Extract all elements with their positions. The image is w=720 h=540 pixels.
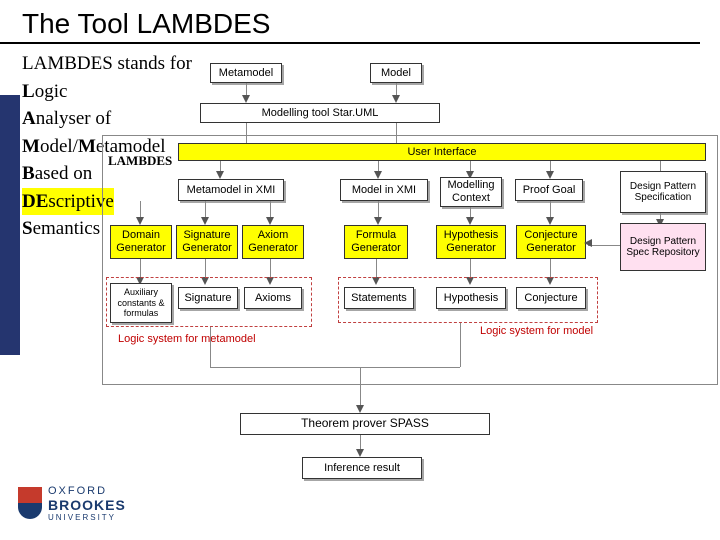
box-conj-gen: Conjecture Generator <box>516 225 586 259</box>
diagram: Metamodel Model Modelling tool Star.UML … <box>60 55 720 510</box>
box-context: Modelling Context <box>440 177 502 207</box>
arrow-repo <box>584 239 592 247</box>
label-logic-model: Logic system for model <box>480 325 593 337</box>
label-logic-meta: Logic system for metamodel <box>118 333 256 345</box>
box-statements: Statements <box>344 287 414 309</box>
box-metamodel: Metamodel <box>210 63 282 83</box>
box-hypothesis: Hypothesis <box>436 287 506 309</box>
box-axioms: Axioms <box>244 287 302 309</box>
logo-line1: OXFORD <box>48 485 126 497</box>
box-dp-repo: Design Pattern Spec Repository <box>620 223 706 271</box>
box-domain-gen: Domain Generator <box>110 225 172 259</box>
page-title: The Tool LAMBDES <box>0 0 700 44</box>
box-result: Inference result <box>302 457 422 479</box>
box-sig-gen: Signature Generator <box>176 225 238 259</box>
box-proof: Proof Goal <box>515 179 583 201</box>
box-conjecture: Conjecture <box>516 287 586 309</box>
box-model: Model <box>370 63 422 83</box>
logo-line2: BROOKES <box>48 497 126 513</box>
lambdes-label: LAMBDES <box>108 153 172 169</box>
navy-sidebar <box>0 95 20 355</box>
brookes-logo: OXFORD BROOKES UNIVERSITY <box>18 478 148 528</box>
box-axiom-gen: Axiom Generator <box>242 225 304 259</box>
box-hyp-gen: Hypothesis Generator <box>436 225 506 259</box>
box-model-xmi: Model in XMI <box>340 179 428 201</box>
box-aux: Auxiliary constants & formulas <box>110 283 172 323</box>
shield-icon <box>18 487 42 519</box>
box-formula-gen: Formula Generator <box>344 225 408 259</box>
box-staruml: Modelling tool Star.UML <box>200 103 440 123</box>
box-ui: User Interface <box>178 143 706 161</box>
box-signature: Signature <box>178 287 238 309</box>
logo-line3: UNIVERSITY <box>48 513 126 522</box>
box-meta-xmi: Metamodel in XMI <box>178 179 284 201</box>
box-spass: Theorem prover SPASS <box>240 413 490 435</box>
box-dpspec: Design Pattern Specification <box>620 171 706 213</box>
